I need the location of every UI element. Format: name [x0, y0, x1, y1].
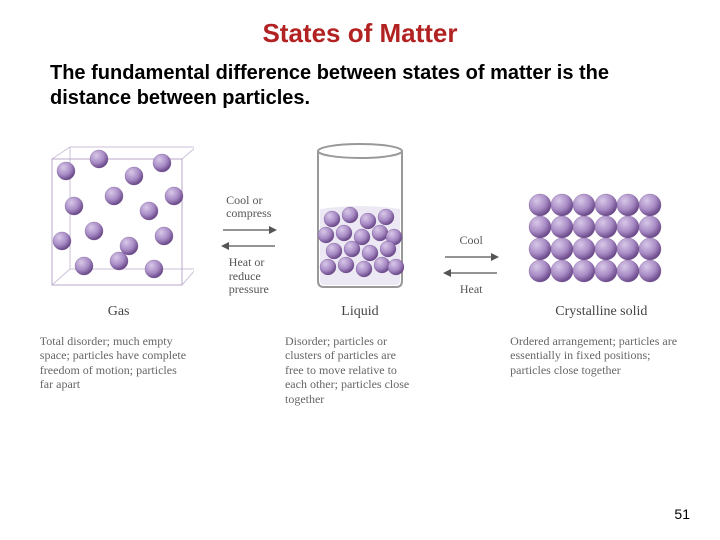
solid-panel: [526, 191, 676, 296]
arrow-label-cool: Cool: [459, 234, 482, 247]
gas-illustration: [44, 141, 194, 291]
arrow-right-icon: [443, 251, 499, 263]
state-label-liquid: Liquid: [304, 304, 416, 320]
subtitle: The fundamental difference between state…: [0, 49, 720, 111]
state-labels-row: Gas Liquid Crystalline solid: [0, 296, 720, 320]
arrow-label-heat-pressure: Heat or reduce pressure: [229, 256, 269, 296]
desc-gas: Total disorder; much empty space; partic…: [40, 334, 190, 406]
arrow-gas-liquid: Cool or compress Heat or reduce pressure: [221, 194, 277, 296]
arrow-label-cool-compress: Cool or compress: [226, 194, 271, 220]
subtitle-text: The fundamental difference between state…: [50, 62, 609, 109]
diagram-row: Cool or compress Heat or reduce pressure…: [0, 111, 720, 296]
page-title: States of Matter: [0, 0, 720, 49]
title-text: States of Matter: [262, 18, 457, 48]
gas-panel: [44, 141, 194, 296]
liquid-illustration: [304, 141, 416, 291]
description-row: Total disorder; much empty space; partic…: [0, 320, 720, 406]
liquid-panel: [304, 141, 416, 296]
page-number: 51: [674, 506, 690, 522]
state-label-solid: Crystalline solid: [526, 304, 676, 320]
arrow-left-icon: [443, 267, 499, 279]
arrow-right-icon: [221, 224, 277, 236]
solid-illustration: [526, 191, 676, 291]
arrow-left-icon: [221, 240, 277, 252]
arrow-liquid-solid: Cool Heat: [443, 234, 499, 296]
desc-liquid: Disorder; particles or clusters of parti…: [285, 334, 415, 406]
state-label-gas: Gas: [44, 304, 194, 320]
desc-solid: Ordered arrangement; particles are essen…: [510, 334, 680, 406]
arrow-label-heat: Heat: [460, 283, 483, 296]
